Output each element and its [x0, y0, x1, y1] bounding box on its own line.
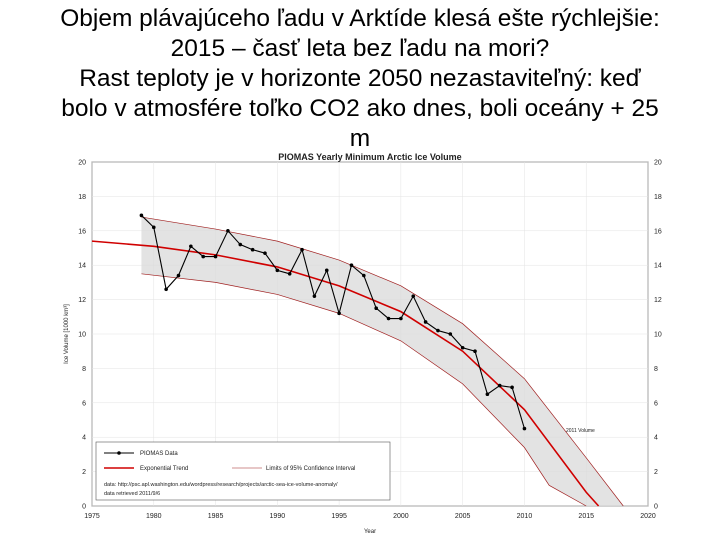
piomas-data-point: [226, 229, 230, 233]
y-tick-label: 16: [78, 228, 86, 235]
legend-source-line-2: data retrieved 2011/9/6: [104, 491, 160, 497]
y-tick-label-right: 8: [654, 366, 658, 373]
x-tick-label: 2020: [640, 513, 656, 520]
legend-box: [95, 441, 391, 501]
y-tick-label-right: 10: [654, 332, 662, 339]
piomas-data-point: [250, 247, 255, 252]
piomas-data-point: [238, 242, 243, 247]
series-lines: [91, 213, 624, 507]
y-tick-label: 14: [78, 263, 86, 270]
piomas-data-point: [213, 254, 218, 259]
piomas-data-point: [460, 345, 465, 350]
piomas-data-point: [497, 383, 502, 388]
annotation-2011-volume: 2011 Volume: [566, 428, 595, 434]
piomas-data-point: [423, 320, 428, 324]
piomas-data-point: [374, 306, 378, 311]
title-line-3: Rast teploty je v horizonte 2050 nezasta…: [79, 65, 641, 92]
confidence-band: [141, 217, 624, 507]
x-tick-label: 1995: [331, 513, 347, 520]
piomas-data-point: [485, 392, 490, 397]
piomas-data-point: [151, 225, 156, 230]
piomas-data-point: [139, 213, 144, 218]
x-tick-label: 2005: [455, 513, 471, 520]
trend-line: [91, 240, 600, 507]
x-tick-label: 2010: [517, 513, 533, 520]
piomas-data-point: [201, 254, 205, 259]
x-tick-label: 2000: [393, 513, 409, 520]
piomas-data-point: [287, 272, 292, 276]
y-tick-label: 20: [78, 160, 86, 167]
x-tick-label: 1990: [270, 513, 286, 520]
piomas-data-point: [399, 316, 403, 321]
legend-marker-piomas: [117, 451, 121, 455]
y-tick-label-right: 18: [654, 194, 662, 201]
piomas-data-point: [510, 385, 514, 390]
piomas-data-point: [275, 268, 280, 273]
chart-title: PIOMAS Yearly Minimum Arctic Ice Volume: [278, 152, 461, 162]
y-tick-label-right: 6: [654, 400, 658, 407]
slide-title: Objem plávajúceho ľadu v Arktíde klesá e…: [0, 4, 720, 154]
piomas-data-point: [324, 268, 329, 273]
piomas-data-point: [189, 244, 193, 249]
ci-lower-line: [141, 273, 587, 507]
piomas-data-point: [164, 287, 168, 292]
piomas-data-point: [448, 332, 453, 336]
legend-source-line-1: data: http://psc.apl.washington.edu/word…: [104, 482, 338, 488]
confidence-band-area: [141, 217, 624, 507]
y-tick-label: 2: [82, 469, 86, 476]
y-tick-label-right: 16: [654, 228, 662, 235]
y-tick-label-right: 4: [654, 435, 658, 442]
piomas-data-point: [263, 251, 267, 255]
title-line-1: Objem plávajúceho ľadu v Arktíde klesá e…: [60, 5, 660, 32]
title-line-5: m: [349, 125, 371, 152]
y-tick-label: 8: [82, 366, 86, 373]
piomas-data-point: [362, 273, 366, 278]
piomas-data-point: [300, 247, 304, 252]
piomas-data-point: [436, 328, 440, 333]
y-tick-label: 10: [78, 332, 86, 339]
y-tick-label-right: 14: [654, 263, 662, 270]
y-tick-label: 18: [78, 194, 86, 201]
piomas-data-point: [473, 349, 477, 354]
legend-label-trend: Exponential Trend: [140, 466, 188, 472]
y-tick-label-right: 0: [654, 504, 658, 511]
piomas-data-line: [141, 214, 525, 429]
x-tick-label: 2015: [578, 513, 594, 520]
piomas-data-point: [522, 426, 527, 431]
title-line-4: bolo v atmosfére toľko CO2 ako dnes, bol…: [61, 95, 659, 122]
x-axis-label: Year: [364, 529, 376, 535]
piomas-data-point: [349, 263, 354, 268]
title-line-2: 2015 – časť leta bez ľadu na mori?: [170, 35, 550, 62]
legend-label-piomas: PIOMAS Data: [140, 451, 178, 457]
y-tick-label-right: 20: [654, 160, 662, 167]
piomas-data-point: [176, 273, 181, 278]
piomas-data-point: [312, 294, 317, 298]
y-tick-label: 0: [82, 504, 86, 511]
piomas-data-point: [411, 294, 416, 298]
legend: PIOMAS Data Exponential Trend Limits of …: [95, 441, 391, 501]
x-tick-label: 1985: [208, 513, 224, 520]
legend-label-ci: Limits of 95% Confidence Interval: [266, 466, 355, 472]
x-tick-label: 1980: [146, 513, 162, 520]
y-tick-label: 4: [82, 435, 86, 442]
piomas-data-point: [386, 316, 391, 321]
y-tick-label: 6: [82, 400, 86, 407]
y-axis-label: Ice Volume [1000 km³]: [64, 304, 70, 364]
y-tick-label: 12: [78, 297, 86, 304]
x-tick-label: 1975: [84, 513, 100, 520]
y-tick-label-right: 12: [654, 297, 662, 304]
y-tick-label-right: 2: [654, 469, 658, 476]
ci-upper-line: [141, 216, 624, 507]
piomas-data-point: [337, 311, 341, 316]
